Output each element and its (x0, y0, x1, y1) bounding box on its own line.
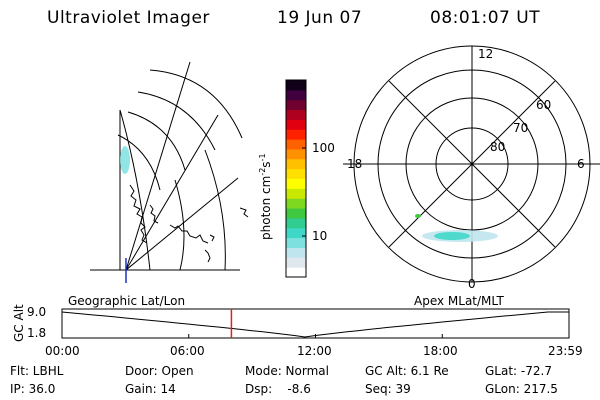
colorbar-label-10: 10 (312, 229, 328, 243)
colorbar-cell (286, 267, 306, 278)
timeline-ytick-bottom: 1.8 (27, 326, 47, 340)
colorbar-cell (286, 217, 306, 229)
mlat-label-60: 60 (536, 98, 552, 112)
status-gain: Gain: 14 (125, 382, 176, 396)
meridian-2 (125, 114, 219, 271)
altitude-curve (61, 311, 569, 338)
polar-diag-2 (388, 80, 556, 248)
lat-arc-3 (127, 111, 186, 171)
xtick-0600: 06:00 (170, 344, 205, 358)
colorbar-cell (286, 119, 306, 130)
timeline-ytick-top: 9.0 (27, 305, 47, 319)
lat-arc-outer (149, 69, 243, 139)
colorbar-frame (285, 79, 307, 278)
timeline-right-title: Apex MLat/MLT (414, 294, 504, 308)
colorbar-cell (286, 109, 306, 120)
mlat-label-80: 80 (490, 140, 506, 154)
date-label: 19 Jun 07 (277, 8, 363, 28)
colorbar-cell (286, 168, 306, 179)
colorbar-cell (286, 148, 306, 160)
timeline-left-title: Geographic Lat/Lon (68, 294, 186, 308)
mlt-label-12: 12 (478, 47, 494, 61)
colorbar-cell (286, 237, 306, 248)
mlt-label-18: 18 (347, 157, 363, 171)
status-filter: Flt: LBHL (10, 364, 64, 378)
colorbar-cell (286, 139, 306, 150)
colorbar-cell (286, 247, 306, 258)
status-seq: Seq: 39 (365, 382, 411, 396)
status-dsp: Dsp: -8.6 (245, 382, 311, 396)
colorbar-cell (286, 257, 306, 268)
aurora-spot (415, 214, 421, 218)
limb-mid (174, 179, 185, 271)
status-glat: GLat: -72.7 (485, 364, 552, 378)
meridian-1 (125, 61, 191, 271)
aurora-patch-geo (120, 146, 130, 174)
status-gcalt: GC Alt: 6.1 Re (365, 364, 449, 378)
colorbar-cell (286, 80, 306, 91)
status-glon: GLon: 217.5 (485, 382, 558, 396)
colorbar-cell (286, 99, 306, 111)
colorbar-cell (286, 178, 306, 189)
mlt-label-6: 6 (577, 157, 585, 171)
lat-arc-2 (137, 91, 216, 151)
colorbar-cell (286, 188, 306, 199)
xtick-0000: 00:00 (45, 344, 80, 358)
mlt-label-0: 0 (468, 277, 476, 291)
status-door: Door: Open (125, 364, 194, 378)
status-mode: Mode: Normal (245, 364, 329, 378)
colorbar-cell (286, 198, 306, 209)
timeline-frame (61, 308, 570, 339)
instrument-title: Ultraviolet Imager (47, 8, 210, 28)
colorbar-label-100: 100 (312, 141, 335, 155)
mlat-label-70: 70 (513, 121, 529, 135)
coastlines (129, 184, 249, 263)
xtick-1200: 12:00 (297, 344, 332, 358)
lat-arc-4 (117, 134, 161, 191)
aurora-oval-core (434, 232, 470, 240)
meridian-3 (125, 177, 239, 271)
colorbar-cell (286, 89, 306, 101)
status-ip: IP: 36.0 (10, 382, 56, 396)
colorbar-cell (286, 208, 306, 219)
xtick-1800: 18:00 (423, 344, 458, 358)
limb-right (204, 149, 226, 271)
xtick-2359: 23:59 (548, 344, 583, 358)
time-label: 08:01:07 UT (430, 8, 541, 28)
colorbar-cell (286, 227, 306, 239)
colorbar-cell (286, 158, 306, 170)
colorbar-cell (286, 129, 306, 140)
limb-left (119, 109, 151, 271)
